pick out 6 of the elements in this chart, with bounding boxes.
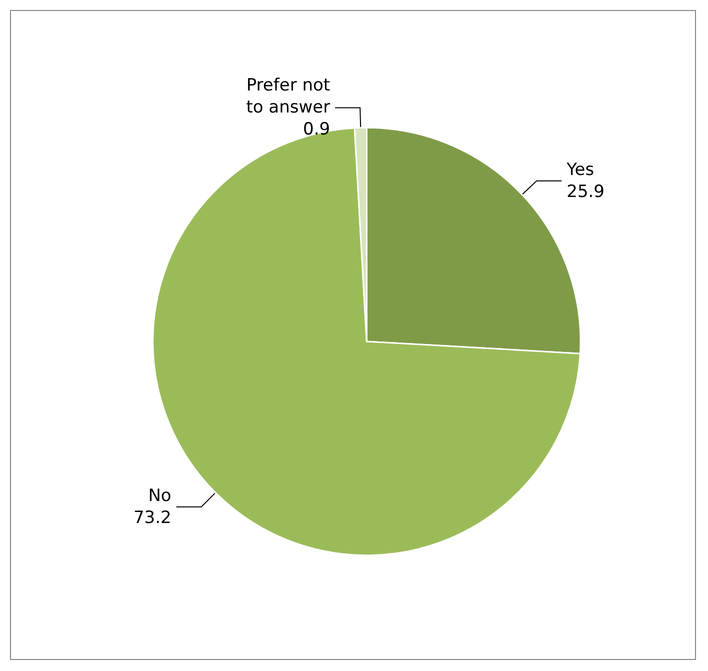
slice-label: No (148, 486, 172, 506)
data-label: 25.9 (566, 182, 604, 202)
data-label: 73.2 (133, 508, 172, 528)
slice-label: Yes (566, 160, 594, 180)
slice-label: Prefer not to answer (246, 76, 330, 118)
data-label: 0.9 (303, 120, 330, 140)
